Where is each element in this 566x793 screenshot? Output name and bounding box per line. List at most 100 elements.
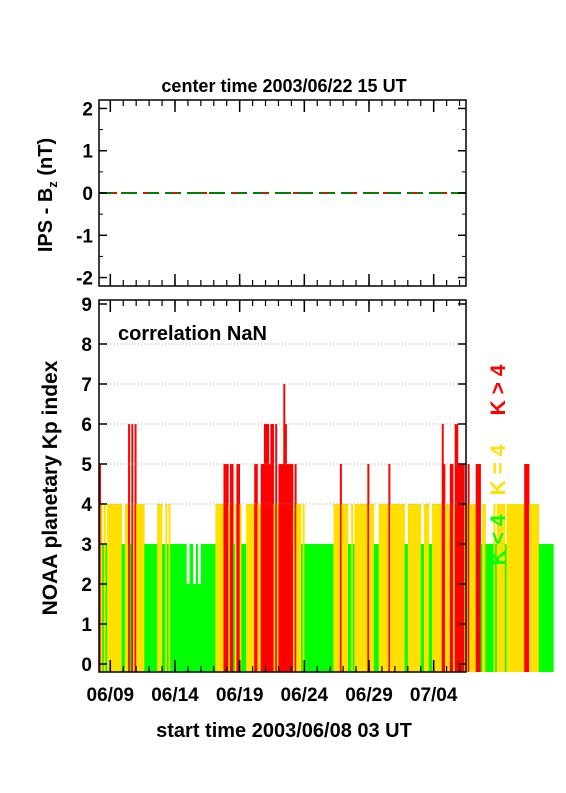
- kp-bar: [344, 504, 347, 672]
- kp-gridlines: [99, 343, 466, 505]
- kp-bar: [186, 584, 189, 672]
- kp-bar: [323, 544, 326, 672]
- kp-bar: [226, 464, 229, 672]
- kp-bar: [283, 384, 286, 672]
- kp-bar: [207, 544, 210, 672]
- kp-bar: [435, 504, 438, 672]
- kp-bar: [551, 544, 554, 672]
- kp-bar: [141, 504, 144, 672]
- kp-bar: [115, 504, 118, 672]
- kp-bar: [192, 584, 195, 672]
- kp-bar: [263, 424, 266, 672]
- kp-bar: [390, 504, 392, 672]
- kp-bar: [504, 544, 507, 672]
- kp-bar: [124, 504, 127, 672]
- kp-bar: [208, 544, 211, 672]
- kp-bar: [142, 504, 145, 672]
- kp-bar: [433, 504, 436, 672]
- kp-bar: [533, 504, 536, 672]
- kp-bar: [404, 544, 407, 672]
- kp-bar: [223, 464, 226, 672]
- kp-bar: [210, 544, 213, 672]
- kp-bar: [152, 544, 155, 672]
- kp-bar: [173, 544, 176, 672]
- kp-bar: [357, 504, 360, 672]
- kp-y-axis-label: NOAA planetary Kp index: [39, 360, 62, 615]
- kp-bar: [322, 544, 325, 672]
- kp-bar: [233, 544, 236, 672]
- kp-bar: [385, 504, 388, 672]
- kp-bar: [284, 424, 287, 672]
- kp-bar: [236, 464, 239, 672]
- kp-bar: [438, 504, 441, 672]
- kp-bar: [297, 504, 300, 672]
- kp-bar: [495, 544, 498, 672]
- kp-bar: [540, 544, 543, 672]
- kp-bar: [155, 544, 158, 672]
- kp-bar: [199, 584, 202, 672]
- kp-bar: [459, 464, 462, 672]
- kp-bar: [401, 504, 404, 672]
- kp-bar: [99, 464, 101, 672]
- kp-bar: [520, 504, 523, 672]
- kp-bar: [174, 544, 177, 672]
- kp-bar: [168, 504, 171, 672]
- kp-bar: [349, 544, 352, 672]
- kp-bar: [257, 504, 260, 672]
- kp-bar: [498, 504, 501, 672]
- kp-y-ticks: 0 1 2 3 4 5 6 7 8 9: [81, 295, 466, 676]
- kp-bar: [275, 424, 278, 672]
- kp-bar: [388, 464, 391, 672]
- kp-bar: [280, 464, 283, 672]
- kp-bar: [160, 504, 163, 672]
- kp-bar: [352, 544, 355, 672]
- kp-bar: [120, 504, 122, 672]
- kp-bar: [354, 504, 357, 672]
- kp-bar: [451, 464, 454, 672]
- kp-bar: [417, 504, 420, 672]
- kp-bar: [440, 504, 443, 672]
- kp-bar: [191, 544, 194, 672]
- kp-bar: [415, 504, 418, 672]
- kp-bar: [163, 544, 166, 672]
- kp-bar: [336, 504, 339, 672]
- kp-bar: [351, 504, 354, 672]
- kp-bar: [153, 544, 156, 672]
- kp-bar: [291, 464, 294, 672]
- kp-bar: [250, 504, 253, 672]
- kp-bar: [422, 544, 425, 672]
- kp-bar: [485, 544, 488, 672]
- kp-bar: [325, 544, 328, 672]
- kp-bar: [228, 504, 231, 672]
- kp-bar: [461, 464, 464, 672]
- kp-bar: [412, 504, 415, 672]
- kp-y-tick-label: 7: [81, 375, 92, 396]
- kp-bar: [157, 504, 160, 672]
- kp-bar: [406, 544, 409, 672]
- kp-bar: [129, 544, 132, 672]
- kp-bar: [420, 544, 423, 672]
- kp-bar: [367, 464, 370, 672]
- kp-bar: [375, 544, 378, 672]
- kp-bar: [150, 544, 153, 672]
- kp-x-tick-label: 06/09: [87, 685, 135, 706]
- kp-bar: [368, 504, 371, 672]
- kp-bar: [419, 504, 422, 672]
- kp-bar: [530, 504, 533, 672]
- kp-bar: [457, 464, 460, 672]
- kp-bar: [244, 544, 247, 672]
- kp-bar: [414, 504, 417, 672]
- kp-bar: [187, 584, 190, 672]
- kp-bar: [149, 544, 152, 672]
- kp-bar: [516, 504, 519, 672]
- kp-y-tick-label: 2: [81, 575, 92, 596]
- kp-bar: [252, 504, 255, 672]
- kp-bar: [396, 504, 399, 672]
- kp-bar: [259, 504, 262, 672]
- kp-bar: [273, 504, 276, 672]
- kp-bar: [362, 504, 365, 672]
- kp-bar: [171, 544, 174, 672]
- kp-bar: [249, 504, 252, 672]
- kp-bar: [391, 504, 394, 672]
- kp-y-tick-label: 9: [81, 295, 92, 316]
